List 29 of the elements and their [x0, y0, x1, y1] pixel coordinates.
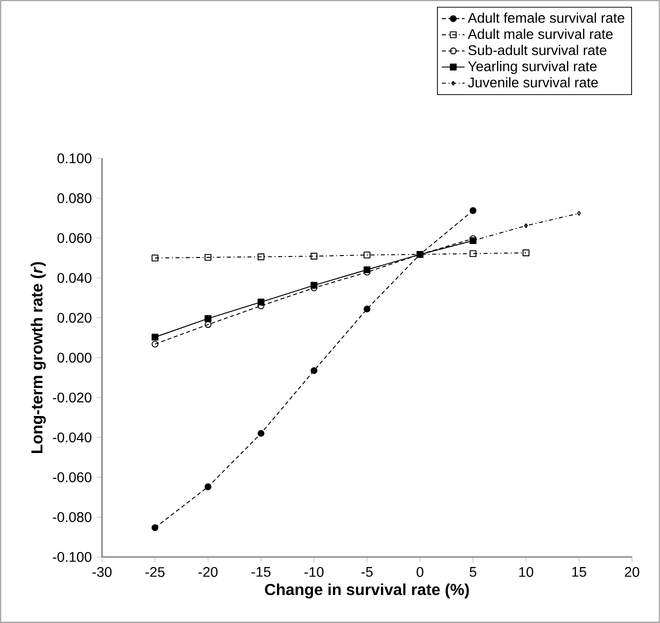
legend-label: Adult male survival rate — [468, 28, 613, 39]
y-tick-label: 0.020 — [57, 312, 92, 323]
y-tick-label: 0.040 — [57, 272, 92, 283]
y-tick-label: 0.080 — [57, 193, 92, 204]
y-tick-label: -0.100 — [52, 552, 92, 562]
y-tick-label: -0.060 — [52, 472, 92, 482]
legend-label: Sub-adult survival rate — [468, 44, 606, 56]
x-tick-label: -20 — [198, 567, 218, 577]
x-tick-label: -25 — [146, 567, 165, 577]
x-tick-label: 10 — [519, 567, 534, 577]
x-axis-title: Change in survival rate (%) — [264, 583, 469, 598]
x-tick-label: -10 — [304, 567, 324, 577]
x-tick-label: 15 — [572, 567, 586, 577]
legend-label: Yearling survival rate — [468, 60, 597, 74]
x-tick-label: -30 — [92, 567, 112, 577]
x-tick-label: -5 — [361, 567, 373, 577]
y-tick-label: -0.040 — [52, 432, 92, 442]
y-tick-label: 0.000 — [57, 352, 92, 363]
x-tick-label: 0 — [416, 567, 424, 577]
x-tick-label: -15 — [252, 567, 271, 577]
x-tick-label: 5 — [470, 567, 476, 577]
y-axis-title: Long-term growth rate (r) — [30, 262, 46, 453]
legend-label: Juvenile survival rate — [468, 77, 598, 88]
legend-label: Adult female survival rate — [468, 12, 624, 23]
y-tick-label: 0.100 — [57, 153, 92, 164]
y-tick-label: -0.080 — [52, 512, 92, 522]
y-tick-label: 0.060 — [57, 233, 92, 244]
x-tick-label: 20 — [624, 567, 640, 577]
y-tick-label: -0.020 — [52, 392, 92, 402]
